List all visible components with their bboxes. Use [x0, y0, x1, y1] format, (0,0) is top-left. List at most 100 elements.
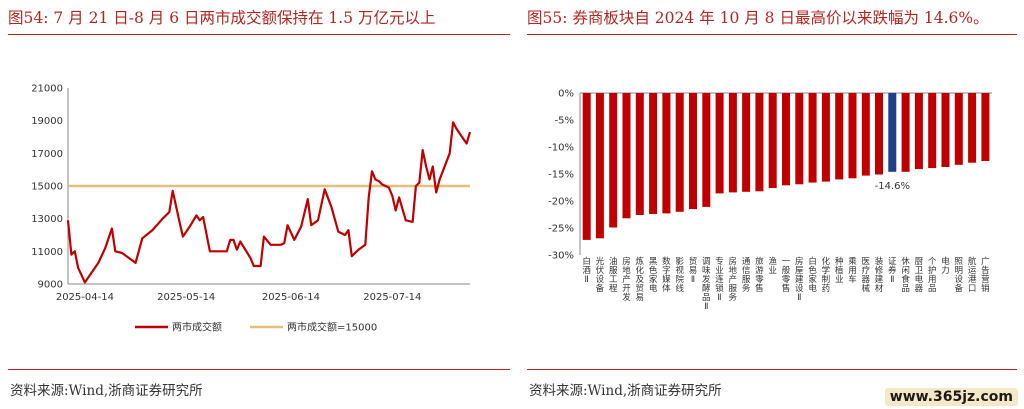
category-label: 装修建材 [875, 256, 884, 294]
right-chart-title: 图55: 券商板块自 2024 年 10 月 8 日最高价以来跌幅为 14.6%… [527, 9, 989, 27]
category-label-char: 房 [795, 256, 804, 267]
category-label-char: 用 [928, 275, 937, 285]
bar [689, 93, 697, 210]
category-label-char: 般 [782, 265, 791, 276]
category-label: 白色家电 [808, 256, 817, 294]
category-label-char: 电 [941, 256, 950, 267]
category-label-char: 力 [941, 265, 950, 276]
y-tick-label: 21000 [31, 84, 63, 95]
category-label-char: 炼 [636, 256, 645, 267]
category-label-char: 护 [928, 265, 937, 276]
category-label-char: 程 [609, 284, 618, 294]
category-label: 影视院线 [675, 256, 684, 294]
category-label-char: 建 [875, 274, 884, 285]
bar [662, 93, 671, 214]
y-tick-label: -20% [548, 197, 574, 208]
bar [702, 93, 711, 207]
category-label-char: 数 [662, 256, 671, 267]
turnover-line [66, 121, 472, 284]
bar [742, 93, 751, 192]
category-label-char: 制 [822, 274, 831, 285]
category-label: 休闲食品 [901, 256, 910, 294]
bar [941, 93, 950, 167]
y-tick-label: 0% [558, 89, 574, 100]
category-label-char: 线 [675, 283, 684, 294]
category-label-char: 器 [915, 284, 924, 294]
category-label: 渔业 [768, 256, 777, 276]
category-label: 广告营销 [981, 256, 990, 294]
highlight-data-label: -14.6% [875, 181, 910, 192]
category-label: 通信服务 [742, 256, 751, 294]
category-label-char: 个 [928, 257, 937, 267]
legend-label-threshold: 两市成交额=15000 [287, 321, 377, 334]
category-label-char: 械 [861, 283, 870, 294]
category-label: 种植业 [835, 256, 844, 285]
bar [835, 93, 844, 180]
category-label-char: 零 [782, 275, 791, 285]
x-tick-label: 2025-06-14 [262, 292, 320, 303]
category-label-char: 业 [835, 274, 844, 285]
left-title-rule [8, 34, 510, 35]
category-label-char: 证 [888, 257, 897, 267]
y-tick-label: -5% [555, 116, 574, 127]
category-label-char: 电 [649, 283, 658, 294]
category-label-char: 油 [609, 256, 618, 267]
category-label-char: 锁 [715, 283, 724, 294]
bar [821, 93, 830, 182]
category-label-char: 家 [808, 274, 817, 285]
category-label-char: 告 [981, 265, 990, 276]
category-label-char: 材 [875, 283, 884, 294]
category-label-char: 服 [609, 266, 618, 276]
category-label-char: 设 [596, 274, 605, 285]
category-label-char: 地 [729, 265, 738, 276]
category-label-char: 医 [861, 257, 870, 267]
bar [635, 93, 644, 215]
category-label: 光伏设备 [596, 256, 605, 294]
bar [968, 93, 977, 163]
right-source-note: 资料来源:Wind,浙商证券研究所 [529, 383, 722, 399]
bar [782, 93, 790, 186]
category-label-char: 务 [729, 292, 738, 303]
category-label-char: 车 [848, 274, 857, 285]
category-label-char: 贸 [636, 283, 645, 294]
category-label: 一般零售 [782, 257, 791, 294]
category-label: 数字媒体 [662, 256, 671, 294]
bar [649, 93, 658, 214]
category-label-char: 色 [649, 265, 658, 276]
category-label-char: 备 [596, 283, 605, 294]
category-label-char: 光 [596, 256, 605, 267]
category-label-char: 广 [981, 256, 990, 267]
category-label-char: 色 [808, 265, 817, 276]
category-label-char: 影 [675, 256, 684, 267]
category-label-char: 卫 [915, 266, 924, 276]
category-label-char: 地 [622, 265, 631, 276]
category-label: 油服工程 [609, 256, 618, 294]
category-label: 航运港口 [968, 256, 977, 294]
category-label-char: 品 [702, 293, 711, 303]
category-label-char: 专 [715, 256, 724, 267]
category-label-char: 工 [609, 275, 618, 285]
category-label-char: 建 [795, 274, 804, 285]
right-title-rule [527, 34, 1017, 35]
x-tick-label: 2025-05-14 [157, 292, 215, 303]
left-source-rule [8, 369, 510, 370]
category-label-char: 渔 [768, 256, 777, 267]
category-label-char: 港 [968, 274, 977, 285]
bar [848, 93, 857, 179]
category-label-char: 房 [622, 256, 631, 267]
category-label-char: 媒 [662, 275, 671, 285]
category-label-char: 调 [702, 257, 711, 267]
category-label-char: 备 [955, 283, 964, 294]
category-label-char: 业 [715, 265, 724, 276]
category-label-char: 产 [622, 274, 631, 285]
category-label-char: 明 [955, 266, 964, 276]
category-label-char: 药 [822, 283, 831, 294]
left-source-note: 资料来源:Wind,浙商证券研究所 [10, 383, 203, 399]
category-label-char: 运 [968, 266, 977, 276]
category-label: 黑色家电 [649, 257, 658, 294]
category-label-char: 通 [742, 256, 751, 267]
category-label-char: 旅 [755, 256, 764, 267]
watermark-logo: www.365jz.com [884, 388, 1018, 406]
category-label-char: 服 [742, 275, 751, 285]
